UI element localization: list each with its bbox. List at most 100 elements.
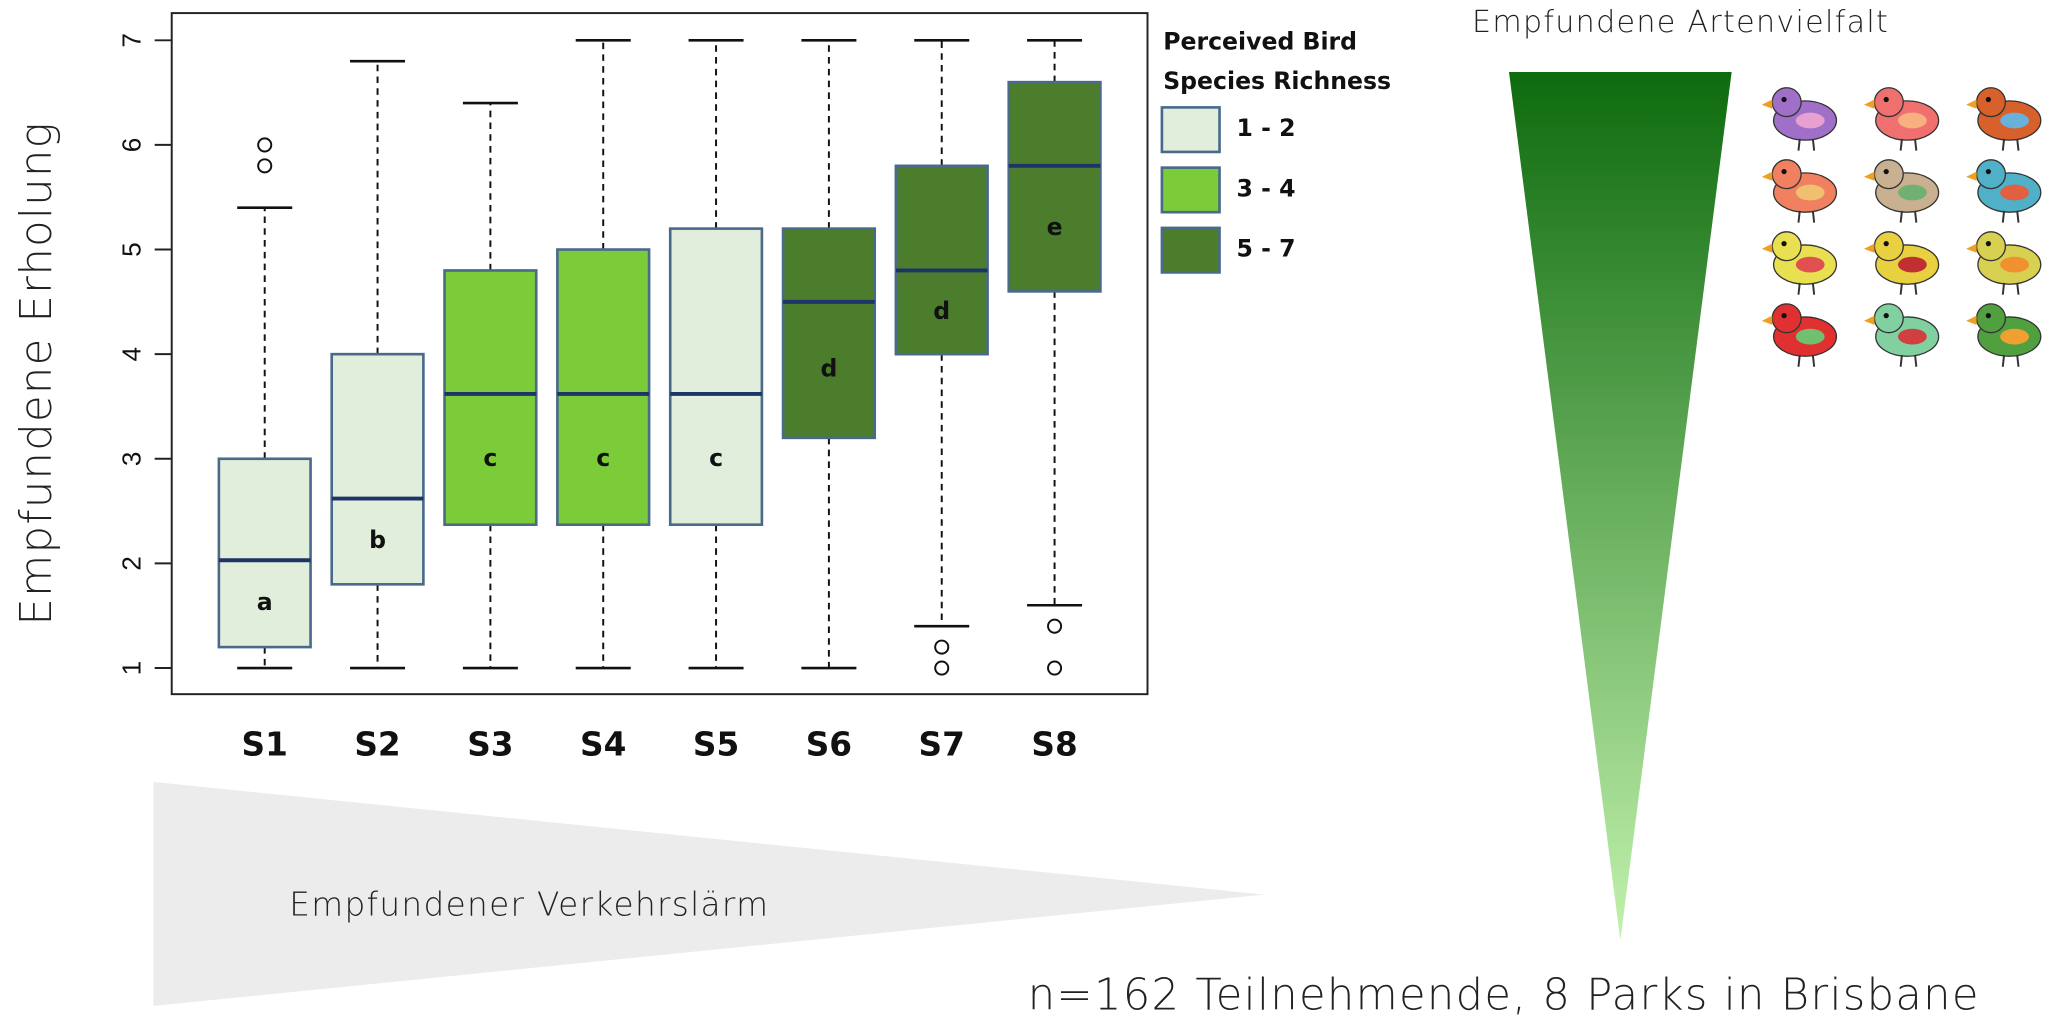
bird-head [1975, 231, 2007, 262]
bird-head [1873, 87, 1904, 118]
x-tick-label: S2 [354, 726, 400, 764]
bird-head [1771, 87, 1802, 118]
bird-leg [2001, 354, 2006, 367]
group-letter: d [933, 297, 950, 325]
annotation: Empfundene Artenvielfalt [1472, 5, 1889, 40]
bird-beak [1761, 243, 1773, 253]
y-tick-label: 2 [117, 556, 147, 571]
bird-eye [1985, 168, 1991, 175]
box [668, 227, 764, 527]
bird-wing [1897, 184, 1927, 201]
legend-swatch [1160, 166, 1221, 214]
bird-beak [1966, 243, 1977, 253]
legend-title: Perceived Bird [1163, 28, 1357, 56]
bird-head [1873, 231, 1904, 262]
group-letter: d [820, 354, 837, 382]
outlier [257, 137, 273, 153]
x-tick-label: S8 [1031, 726, 1077, 764]
bird-beak [1761, 99, 1773, 109]
bird-leg [2016, 138, 2020, 151]
bird-leg [2016, 282, 2020, 295]
bird-leg [1797, 210, 1801, 223]
box [443, 269, 538, 527]
group-letter: b [369, 526, 386, 554]
bird-leg [2001, 138, 2006, 151]
y-axis-label: Empfundene Erholung [12, 121, 62, 625]
x-tick-label: S6 [806, 726, 852, 764]
y-tick-label: 5 [117, 242, 147, 257]
group-letter: a [257, 588, 273, 616]
legend-label: 3 - 4 [1237, 174, 1296, 202]
bird-head [1873, 159, 1904, 190]
bird-leg [1899, 282, 1903, 295]
legend-title: Species Richness [1163, 67, 1391, 95]
bird-eye [1781, 313, 1787, 319]
outlier [257, 158, 273, 174]
bird-leg [1811, 210, 1816, 223]
box [781, 227, 877, 440]
bird-beak [1761, 315, 1773, 325]
bird-leg [1914, 210, 1918, 223]
bird-head [1771, 303, 1802, 334]
bird-beak [1863, 171, 1875, 181]
bird-leg [1797, 354, 1801, 367]
bird-leg [1899, 354, 1903, 367]
bird-head [1873, 303, 1904, 334]
outlier [934, 639, 950, 655]
bird-wing [1795, 184, 1825, 201]
noise-wedge [153, 781, 1265, 1006]
box [894, 164, 989, 356]
box [217, 457, 312, 649]
bird-leg [2016, 354, 2020, 367]
y-tick-label: 4 [117, 347, 147, 362]
x-tick-label: S7 [919, 726, 965, 764]
y-tick-label: 6 [117, 138, 147, 153]
bird-beak [1966, 315, 1977, 325]
bird-eye [1883, 240, 1889, 247]
bird-leg [1811, 282, 1816, 295]
bird-beak [1966, 171, 1977, 181]
bird-eye [1985, 96, 1991, 103]
bird-eye [1781, 240, 1787, 247]
bird-leg [1899, 210, 1903, 223]
bird-leg [2016, 210, 2020, 223]
bird-eye [1883, 168, 1889, 175]
bird-wing [1795, 328, 1825, 345]
legend-swatch [1160, 226, 1221, 274]
bird-wing [2000, 112, 2029, 129]
x-tick-label: S5 [693, 726, 739, 764]
group-letter: c [709, 444, 723, 472]
legend-swatch [1160, 106, 1221, 154]
group-letter: c [596, 444, 610, 472]
bird-leg [2001, 210, 2006, 223]
legend-label: 1 - 2 [1237, 114, 1296, 142]
bird-beak [1863, 99, 1875, 109]
group-letter: e [1047, 213, 1063, 241]
outlier [934, 660, 950, 676]
bird-wing [1897, 328, 1927, 345]
bird-head [1975, 159, 2007, 190]
bird-leg [1797, 138, 1801, 151]
bird-wing [2000, 184, 2029, 201]
bird-eye [1985, 240, 1991, 247]
bird-leg [1914, 282, 1918, 295]
bird-beak [1966, 99, 1977, 109]
bird-eye [1781, 168, 1787, 175]
legend-label: 5 - 7 [1237, 235, 1296, 263]
y-tick-label: 1 [117, 661, 147, 676]
richness-wedge [1508, 72, 1732, 941]
bird-beak [1761, 171, 1773, 181]
bird-leg [2001, 282, 2006, 295]
bird-leg [1899, 138, 1903, 151]
outlier [1047, 618, 1063, 634]
bird-wing [2000, 328, 2029, 345]
x-tick-label: S3 [467, 726, 513, 764]
y-tick-label: 3 [117, 451, 147, 466]
bird-head [1975, 87, 2007, 118]
bird-leg [1811, 138, 1816, 151]
group-letter: c [483, 444, 497, 472]
bird-head [1771, 159, 1802, 190]
y-tick-label: 7 [117, 33, 147, 48]
bird-wing [1795, 112, 1825, 129]
